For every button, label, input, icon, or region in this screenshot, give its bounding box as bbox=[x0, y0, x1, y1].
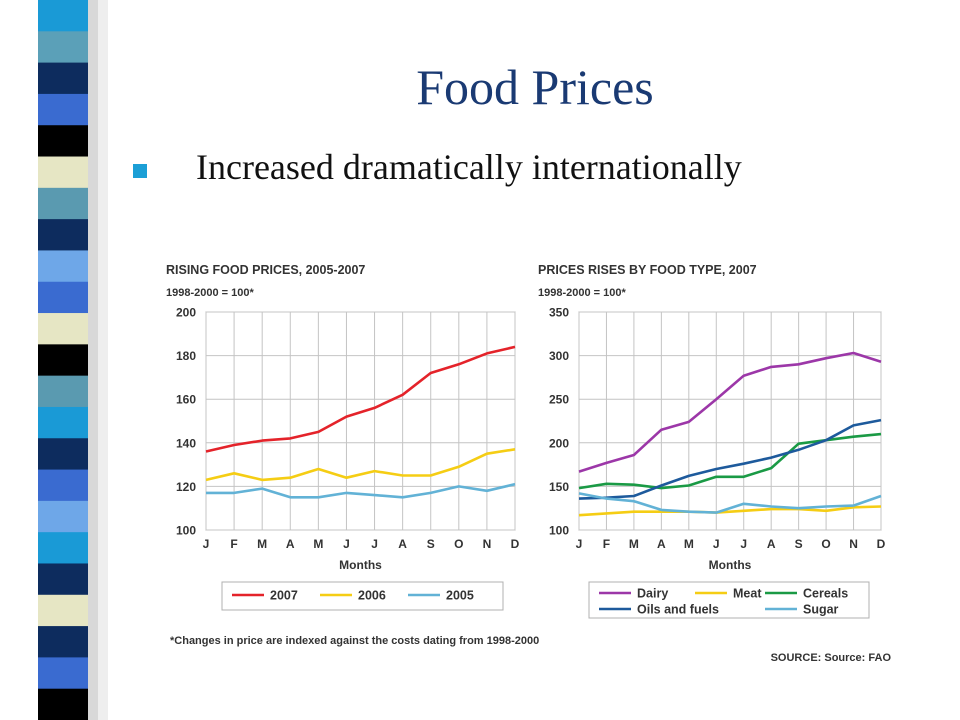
stripe-block bbox=[38, 187, 88, 220]
legend-label: Sugar bbox=[803, 603, 839, 617]
stripe-block bbox=[38, 688, 88, 720]
stripe-shadow bbox=[88, 0, 98, 720]
x-tick-label: A bbox=[398, 537, 407, 551]
stripe-block bbox=[38, 657, 88, 690]
stripe-block bbox=[38, 313, 88, 345]
stripe-block bbox=[38, 62, 88, 95]
series-line-cereals bbox=[578, 432, 882, 490]
x-tick-label: M bbox=[257, 537, 267, 551]
stripe-shadow bbox=[98, 0, 108, 720]
y-tick-label: 250 bbox=[549, 393, 569, 407]
x-tick-label: F bbox=[230, 537, 237, 551]
x-tick-label: J bbox=[343, 537, 350, 551]
x-tick-label: O bbox=[821, 537, 830, 551]
stripe-block bbox=[38, 281, 88, 314]
decorative-stripe bbox=[38, 0, 108, 720]
stripe-block bbox=[38, 594, 88, 627]
legend-label: 2007 bbox=[270, 589, 298, 603]
chart-price-rises-by-food-type: PRICES RISES BY FOOD TYPE, 2007 1998-2000… bbox=[538, 263, 886, 619]
x-axis-label: Months bbox=[339, 558, 382, 572]
stripe-block bbox=[38, 0, 88, 32]
series-line-2007 bbox=[205, 345, 516, 453]
stripe-block bbox=[38, 469, 88, 502]
stripe-block bbox=[38, 344, 88, 377]
legend-label: 2005 bbox=[446, 589, 474, 603]
x-tick-label: S bbox=[795, 537, 803, 551]
stripe-block bbox=[38, 563, 88, 596]
series-line-meat bbox=[578, 505, 882, 517]
slide-title: Food Prices bbox=[416, 59, 654, 115]
legend-label: Dairy bbox=[637, 587, 668, 601]
y-tick-label: 350 bbox=[549, 306, 569, 320]
stripe-block bbox=[38, 250, 88, 283]
chart-subtitle: 1998-2000 = 100* bbox=[166, 287, 254, 299]
stripe-block bbox=[38, 219, 88, 252]
stripe-block bbox=[38, 626, 88, 658]
stripe-block bbox=[38, 125, 88, 158]
x-tick-label: A bbox=[767, 537, 776, 551]
x-tick-label: M bbox=[684, 537, 694, 551]
bullet-square-icon bbox=[133, 164, 147, 178]
x-tick-label: A bbox=[657, 537, 666, 551]
chart-rising-food-prices: RISING FOOD PRICES, 2005-2007 1998-2000 =… bbox=[166, 263, 520, 611]
y-tick-label: 140 bbox=[176, 436, 196, 450]
y-tick-label: 200 bbox=[549, 436, 569, 450]
stripe-block bbox=[38, 438, 88, 471]
stripe-block bbox=[38, 500, 88, 533]
legend-label: Oils and fuels bbox=[637, 603, 719, 617]
x-tick-label: N bbox=[849, 537, 858, 551]
x-tick-label: J bbox=[203, 537, 210, 551]
source-note: SOURCE: Source: FAO bbox=[771, 652, 892, 664]
x-tick-label: J bbox=[576, 537, 583, 551]
y-tick-label: 160 bbox=[176, 393, 196, 407]
x-tick-label: S bbox=[427, 537, 435, 551]
x-tick-label: J bbox=[713, 537, 720, 551]
y-tick-label: 150 bbox=[549, 480, 569, 494]
legend-label: 2006 bbox=[358, 589, 386, 603]
x-tick-label: D bbox=[511, 537, 520, 551]
chart-title: RISING FOOD PRICES, 2005-2007 bbox=[166, 263, 365, 277]
plot-frame bbox=[205, 311, 516, 531]
stripe-block bbox=[38, 375, 88, 408]
legend-label: Cereals bbox=[803, 587, 848, 601]
x-tick-label: D bbox=[877, 537, 886, 551]
y-tick-label: 200 bbox=[176, 306, 196, 320]
x-tick-label: M bbox=[629, 537, 639, 551]
x-tick-label: M bbox=[313, 537, 323, 551]
series-line-sugar bbox=[578, 492, 882, 514]
y-tick-label: 120 bbox=[176, 480, 196, 494]
series-line-dairy bbox=[578, 351, 882, 473]
legend-box bbox=[588, 581, 870, 619]
stripe-block bbox=[38, 93, 88, 126]
chart-title: PRICES RISES BY FOOD TYPE, 2007 bbox=[538, 263, 757, 277]
x-tick-label: A bbox=[286, 537, 295, 551]
bullet-text: Increased dramatically internationally bbox=[196, 147, 742, 187]
legend-box bbox=[221, 581, 504, 611]
y-tick-label: 100 bbox=[549, 524, 569, 538]
stripe-block bbox=[38, 406, 88, 439]
series-line-oils-and-fuels bbox=[578, 418, 882, 500]
series-line-2006 bbox=[205, 448, 516, 482]
x-tick-label: J bbox=[371, 537, 378, 551]
y-tick-label: 300 bbox=[549, 349, 569, 363]
legend-label: Meat bbox=[733, 587, 762, 601]
chart-figure: RISING FOOD PRICES, 2005-2007 1998-2000 =… bbox=[166, 263, 892, 664]
x-tick-label: J bbox=[740, 537, 747, 551]
y-tick-label: 100 bbox=[176, 524, 196, 538]
stripe-block bbox=[38, 31, 88, 64]
chart-subtitle: 1998-2000 = 100* bbox=[538, 287, 626, 299]
stripe-block bbox=[38, 532, 88, 565]
series-line-2005 bbox=[206, 482, 516, 499]
y-tick-label: 180 bbox=[176, 349, 196, 363]
footnote: *Changes in price are indexed against th… bbox=[170, 635, 539, 647]
x-tick-label: O bbox=[454, 537, 463, 551]
x-axis-label: Months bbox=[709, 558, 752, 572]
stripe-block bbox=[38, 156, 88, 189]
x-tick-label: N bbox=[483, 537, 492, 551]
x-tick-label: F bbox=[603, 537, 610, 551]
